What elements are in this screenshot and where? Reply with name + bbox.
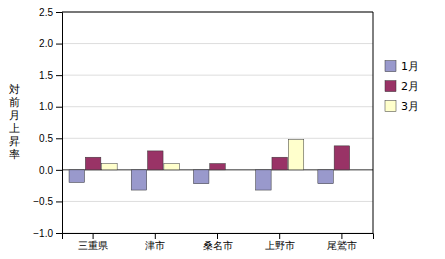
legend-item: 3月: [385, 100, 419, 113]
y-tick: 2.5: [39, 7, 62, 18]
y-tick-mark: [56, 170, 62, 171]
frame-line: [373, 12, 374, 233]
y-tick-label: 0.5: [39, 133, 53, 144]
y-tick: 2.0: [39, 38, 62, 49]
chart-container: −1.0 −0.5 0.0 0.5 1.0 1.5 2.0 2.5 三重県 津市 桑名市 上野市 尾鷲市…: [0, 0, 445, 259]
x-tick-mark: [279, 233, 280, 239]
y-tick: 0.0: [39, 165, 62, 176]
bar: [69, 170, 84, 183]
bar: [318, 170, 333, 184]
x-tick: 桑名市: [203, 233, 233, 251]
bar: [193, 170, 208, 184]
x-tick-mark: [155, 233, 156, 239]
legend-label: 3月: [401, 100, 419, 113]
y-tick: 1.5: [39, 70, 62, 81]
chart-svg: −1.0 −0.5 0.0 0.5 1.0 1.5 2.0 2.5 三重県 津市 桑名市 上野市 尾鷲市…: [0, 0, 445, 259]
bar: [148, 151, 163, 170]
bar: [334, 146, 349, 170]
bar: [256, 170, 271, 190]
y-tick: 1.0: [39, 101, 62, 112]
bar: [226, 169, 241, 170]
y-tick-label: −1.0: [33, 228, 53, 239]
bar: [210, 164, 225, 170]
y-tick: −0.5: [33, 196, 62, 207]
y-axis-title: 対前月上昇率: [9, 83, 20, 161]
frame-line: [62, 12, 373, 13]
y-tick-mark: [56, 201, 62, 202]
x-tick-mark: [341, 233, 342, 239]
y-axis: −1.0 −0.5 0.0 0.5 1.0 1.5 2.0 2.5: [33, 7, 62, 239]
bar: [164, 164, 179, 170]
x-tick: 三重県: [78, 233, 108, 251]
y-tick: −1.0: [33, 228, 62, 239]
y-tick-mark: [56, 75, 62, 76]
x-tick-label: 桑名市: [203, 240, 233, 251]
x-tick: 尾鷲市: [327, 233, 357, 251]
plot: −1.0 −0.5 0.0 0.5 1.0 1.5 2.0 2.5 三重県 津市 桑名市 上野市 尾鷲市: [33, 7, 373, 251]
x-tick-label: 上野市: [265, 240, 295, 251]
x-tick-mark: [93, 233, 94, 239]
x-tick-mark: [217, 233, 218, 239]
x-tick: 津市: [145, 233, 165, 251]
bar: [288, 140, 303, 170]
grid-line: [62, 106, 373, 107]
legend-item: 2月: [385, 80, 419, 93]
y-tick: 0.5: [39, 133, 62, 144]
y-tick-mark: [56, 12, 62, 13]
legend: 1月 2月 3月: [385, 60, 419, 113]
legend-swatch: [385, 81, 396, 92]
grid-line: [62, 12, 373, 13]
y-tick-mark: [56, 107, 62, 108]
y-tick-label: 1.5: [39, 70, 53, 81]
y-tick-mark: [56, 138, 62, 139]
x-tick: 上野市: [265, 233, 295, 251]
bar-series: [102, 140, 304, 170]
bar: [85, 157, 100, 170]
legend-swatch: [385, 61, 396, 72]
y-tick-label: −0.5: [33, 196, 53, 207]
x-axis-line: [63, 234, 374, 240]
y-tick-label: 2.0: [39, 38, 53, 49]
grid-line: [62, 43, 373, 44]
x-tick-label: 津市: [145, 240, 165, 251]
bar: [272, 157, 287, 170]
grid: [62, 12, 373, 233]
x-tick-label: 尾鷲市: [327, 240, 357, 251]
legend-label: 2月: [401, 80, 419, 93]
bars: [69, 140, 350, 191]
legend-swatch: [385, 101, 396, 112]
bar: [350, 169, 365, 170]
x-tick-label: 三重県: [78, 240, 108, 251]
y-tick-label: 1.0: [39, 101, 53, 112]
y-tick-label: 0.0: [39, 165, 53, 176]
grid-line: [62, 201, 373, 202]
bar: [131, 170, 146, 190]
bar: [102, 164, 117, 170]
legend-item: 1月: [385, 60, 419, 73]
grid-line: [62, 75, 373, 76]
y-axis-line: [56, 13, 63, 234]
bar-series: [69, 170, 333, 190]
grid-line: [62, 138, 373, 139]
y-tick-mark: [56, 44, 62, 45]
y-tick-label: 2.5: [39, 7, 53, 18]
bar-series: [85, 146, 349, 170]
x-axis: 三重県 津市 桑名市 上野市 尾鷲市: [63, 233, 374, 251]
legend-label: 1月: [401, 60, 419, 73]
y-tick-mark: [56, 233, 62, 234]
